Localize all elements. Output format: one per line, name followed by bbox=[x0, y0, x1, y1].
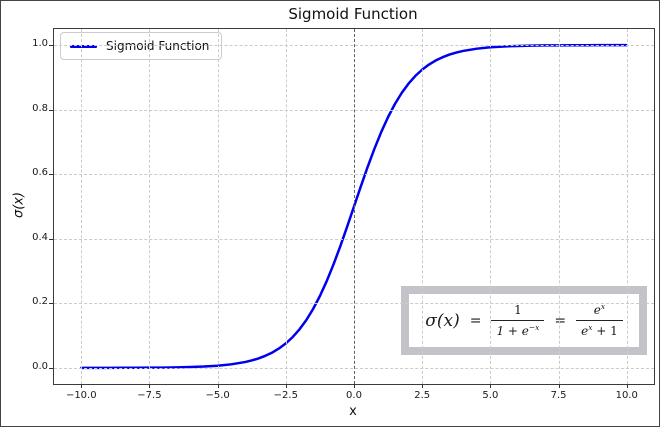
equation-fraction-1: 1 1 + e−x bbox=[491, 303, 545, 339]
x-tick-label: −10.0 bbox=[65, 390, 97, 401]
gridline-vertical bbox=[626, 29, 628, 384]
equation: σ(x) = 1 1 + e−x = ex ex + 1 bbox=[409, 294, 639, 347]
y-tick-mark bbox=[49, 238, 53, 240]
gridline-vertical bbox=[422, 29, 424, 384]
x-tick-mark bbox=[558, 384, 560, 388]
x-tick-label: 5.0 bbox=[482, 390, 499, 401]
x-tick-label: 7.5 bbox=[550, 390, 567, 401]
y-tick-mark bbox=[49, 367, 53, 369]
x-tick-label: −2.5 bbox=[273, 390, 298, 401]
fraction1-numerator: 1 bbox=[491, 303, 545, 321]
equation-fraction-2: ex ex + 1 bbox=[576, 302, 623, 339]
gridline-vertical bbox=[558, 29, 560, 384]
y-tick-label: 0.0 bbox=[32, 360, 48, 372]
y-tick-mark bbox=[49, 174, 53, 176]
y-tick-label: 1.0 bbox=[32, 38, 48, 50]
gridline-vertical bbox=[490, 29, 492, 384]
y-tick-mark bbox=[49, 303, 53, 305]
x-tick-label: 2.5 bbox=[414, 390, 431, 401]
gridline-vertical bbox=[81, 29, 83, 384]
x-tick-mark bbox=[354, 384, 355, 388]
x-tick-mark bbox=[81, 384, 83, 388]
x-tick-mark bbox=[149, 384, 151, 388]
y-tick-mark bbox=[49, 109, 53, 111]
gridline-vertical bbox=[285, 29, 287, 384]
zero-vertical-line bbox=[354, 29, 355, 384]
gridline-vertical bbox=[217, 29, 219, 384]
y-tick-label: 0.2 bbox=[32, 296, 48, 308]
fraction2-numerator: ex bbox=[576, 302, 623, 321]
x-tick-label: 0.0 bbox=[346, 390, 362, 401]
gridline-vertical bbox=[149, 29, 151, 384]
y-tick-mark bbox=[49, 45, 53, 47]
plot-area: Sigmoid Function σ(x) = 1 1 + e−x = ex e… bbox=[32, 28, 655, 401]
x-axis-label: x bbox=[349, 404, 357, 419]
equation-lhs: σ(x) bbox=[425, 310, 460, 331]
y-tick-label: 0.6 bbox=[32, 167, 48, 179]
chart-title: Sigmoid Function bbox=[288, 5, 418, 23]
fraction2-denominator: ex + 1 bbox=[581, 323, 618, 338]
x-tick-mark bbox=[217, 384, 219, 388]
x-tick-mark bbox=[626, 384, 628, 388]
x-tick-mark bbox=[422, 384, 424, 388]
y-axis-label: σ(x) bbox=[11, 191, 27, 219]
x-tick-mark bbox=[490, 384, 492, 388]
x-tick-mark bbox=[285, 384, 287, 388]
y-tick-label: 0.4 bbox=[32, 231, 48, 243]
y-tick-label: 0.8 bbox=[32, 102, 48, 114]
fraction1-denominator: 1 + e−x bbox=[496, 322, 540, 338]
equation-equals-2: = bbox=[554, 312, 567, 329]
equation-equals-1: = bbox=[469, 312, 482, 329]
x-tick-label: 10.0 bbox=[615, 390, 638, 401]
x-tick-label: −5.0 bbox=[205, 390, 230, 401]
equation-box: σ(x) = 1 1 + e−x = ex ex + 1 bbox=[401, 286, 647, 355]
x-tick-label: −7.5 bbox=[137, 390, 162, 401]
